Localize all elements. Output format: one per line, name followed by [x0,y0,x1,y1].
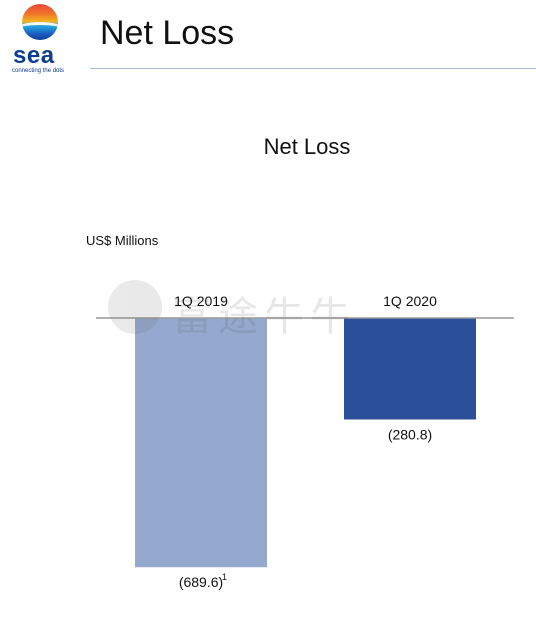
logo-tagline: connecting the dots [12,68,65,74]
watermark-text: 富途牛牛 [172,294,356,340]
page-title: Net Loss [100,14,235,52]
footnote-mark: 1 [222,572,227,582]
logo-wordmark: sea [13,42,55,69]
category-label: 1Q 2020 [383,293,437,309]
bar-1q-2020 [344,318,476,420]
chart-title: Net Loss [263,134,351,159]
sea-logo-emblem [22,4,58,40]
title-divider [90,68,536,69]
watermark: 富途牛牛 [108,278,428,340]
sea-logo: sea connecting the dots [10,4,70,84]
category-label: 1Q 2019 [174,293,228,309]
data-label: (280.8) [388,426,432,442]
chart-unit-label: US$ Millions [86,233,159,248]
bar-1q-2019 [135,318,267,568]
data-label: (689.6) [179,574,223,590]
watermark-logo-icon [108,280,162,334]
